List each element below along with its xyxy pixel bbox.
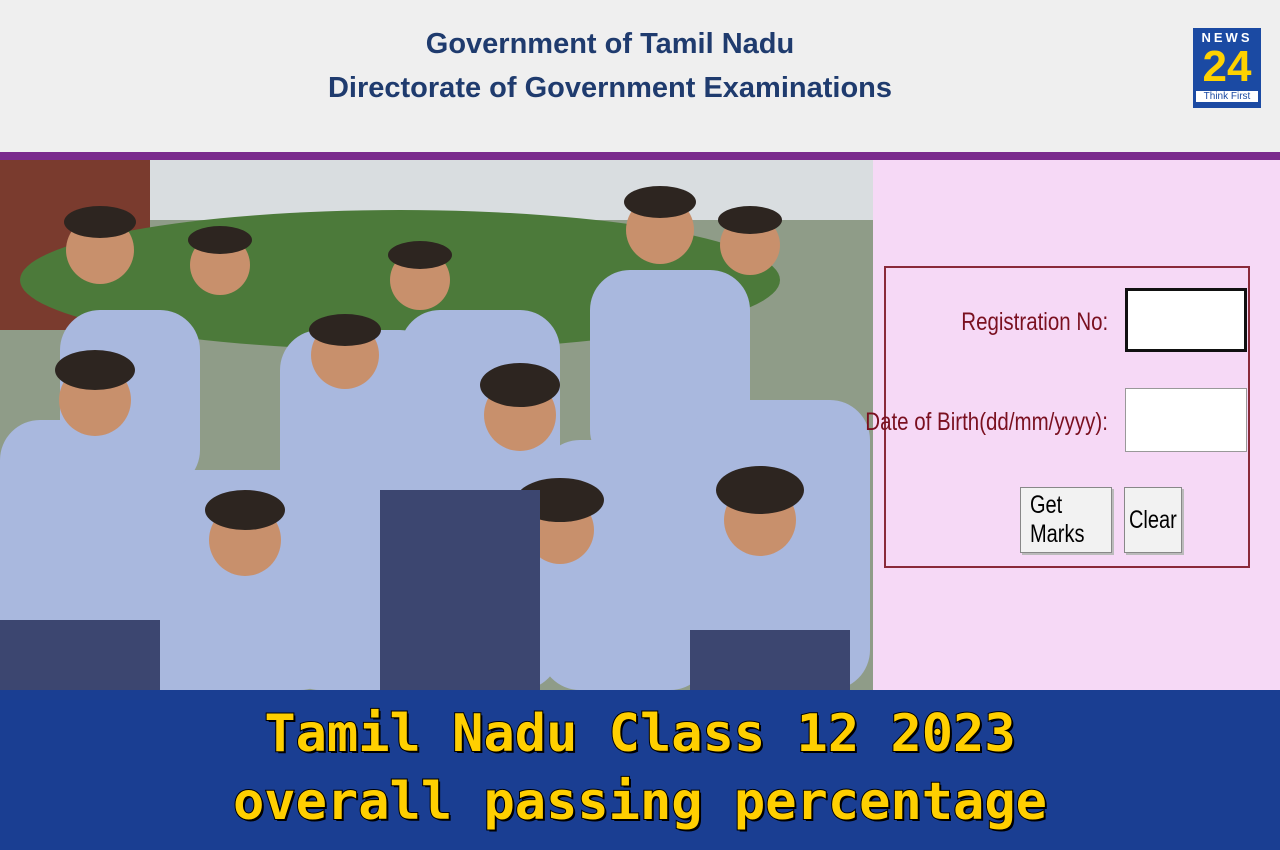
form-panel: Registration No: Date of Birth(dd/mm/yyy… bbox=[865, 160, 1280, 690]
button-label: Get Marks bbox=[1030, 491, 1085, 548]
divider bbox=[0, 152, 1280, 160]
logo-tagline: Think First bbox=[1196, 91, 1258, 102]
headline-band: Tamil Nadu Class 12 2023 overall passing… bbox=[0, 690, 1280, 850]
field-label: Registration No: bbox=[961, 308, 1108, 336]
button-label: Clear bbox=[1129, 505, 1177, 534]
headline: overall passing percentage bbox=[232, 771, 1048, 833]
headline: Tamil Nadu Class 12 2023 bbox=[263, 703, 1016, 765]
logo-top: NEWS bbox=[1201, 30, 1253, 45]
field-label: Date of Birth(dd/mm/yyyy): bbox=[865, 408, 1108, 436]
header-line: Directorate of Government Examinations bbox=[327, 72, 893, 104]
logo: NEWS 24 Think First bbox=[1193, 28, 1261, 108]
header-line: Government of Tamil Nadu bbox=[425, 28, 795, 60]
header: Government of Tamil Nadu Directorate of … bbox=[0, 0, 1280, 152]
registration-input[interactable] bbox=[1125, 288, 1247, 352]
dob-input[interactable] bbox=[1125, 388, 1247, 452]
get-marks-button[interactable]: Get Marks bbox=[1020, 487, 1112, 553]
photo bbox=[0, 160, 873, 690]
logo-number: 24 bbox=[1202, 42, 1252, 91]
form: Registration No: Date of Birth(dd/mm/yyy… bbox=[865, 266, 1250, 568]
clear-button[interactable]: Clear bbox=[1124, 487, 1182, 553]
